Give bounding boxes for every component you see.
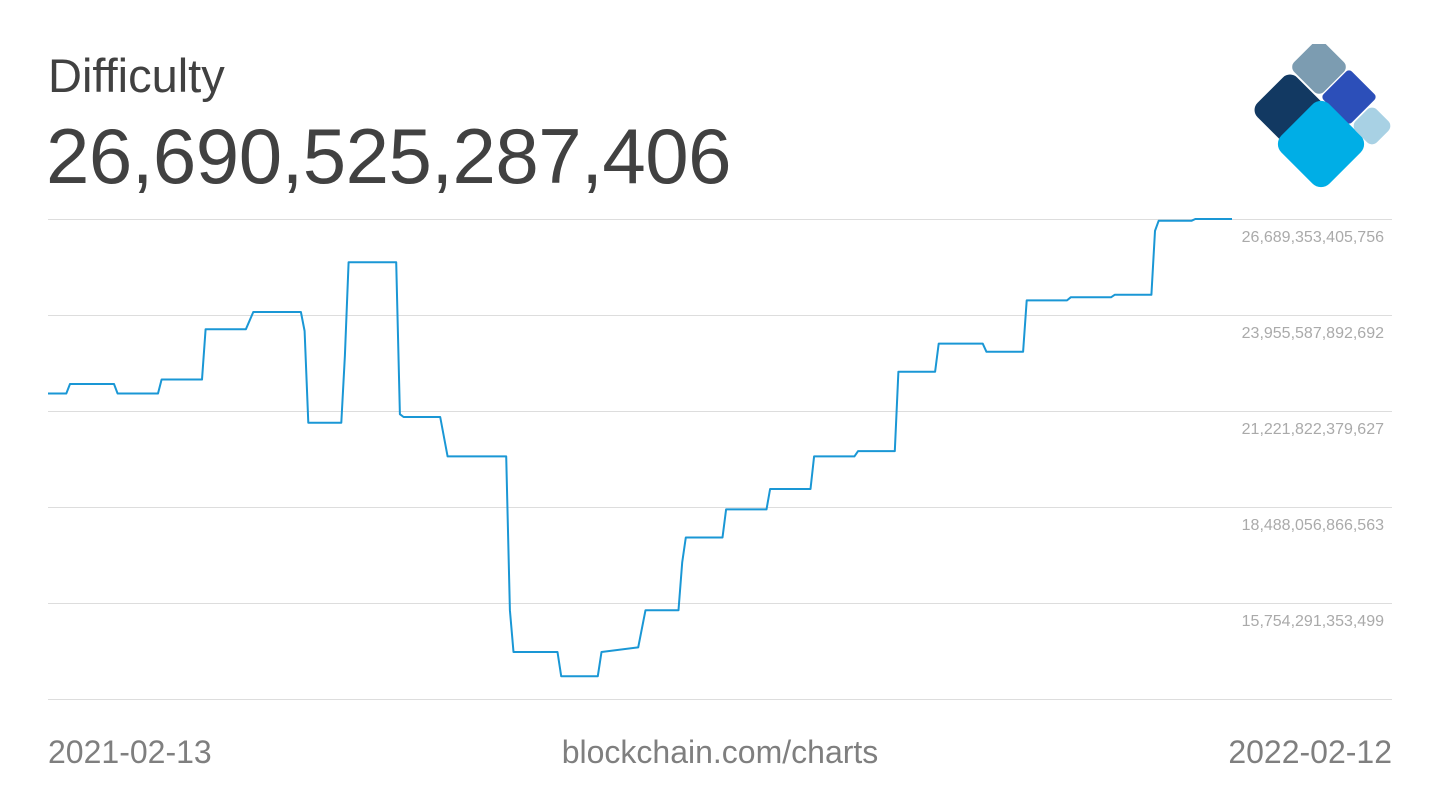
blockchain-diamond-logo-icon [1254, 44, 1391, 188]
logo-top-tile [1292, 44, 1346, 94]
logo-bottom-tile [1277, 100, 1365, 188]
y-tick-label: 18,488,056,866,563 [1242, 517, 1384, 534]
chart-y-tick-labels: 26,689,353,405,756 23,955,587,892,692 21,2… [1242, 229, 1384, 630]
end-date-label: 2022-02-12 [1228, 734, 1392, 770]
logo-small-tile [1353, 107, 1391, 145]
start-date-label: 2021-02-13 [48, 734, 212, 770]
chart-grid [48, 219, 1392, 700]
source-link[interactable]: blockchain.com/charts [561, 734, 879, 770]
difficulty-series-line [48, 218, 1232, 678]
y-tick-label: 23,955,587,892,692 [1242, 325, 1384, 342]
y-tick-label: 21,221,822,379,627 [1242, 421, 1384, 438]
page-title: Difficulty [48, 49, 225, 102]
chart-line-layer [48, 218, 1232, 678]
y-tick-label: 15,754,291,353,499 [1242, 613, 1384, 630]
y-tick-label: 26,689,353,405,756 [1242, 229, 1384, 246]
current-difficulty-value: 26,690,525,287,406 [46, 112, 732, 200]
logo-right-tile [1322, 70, 1376, 124]
